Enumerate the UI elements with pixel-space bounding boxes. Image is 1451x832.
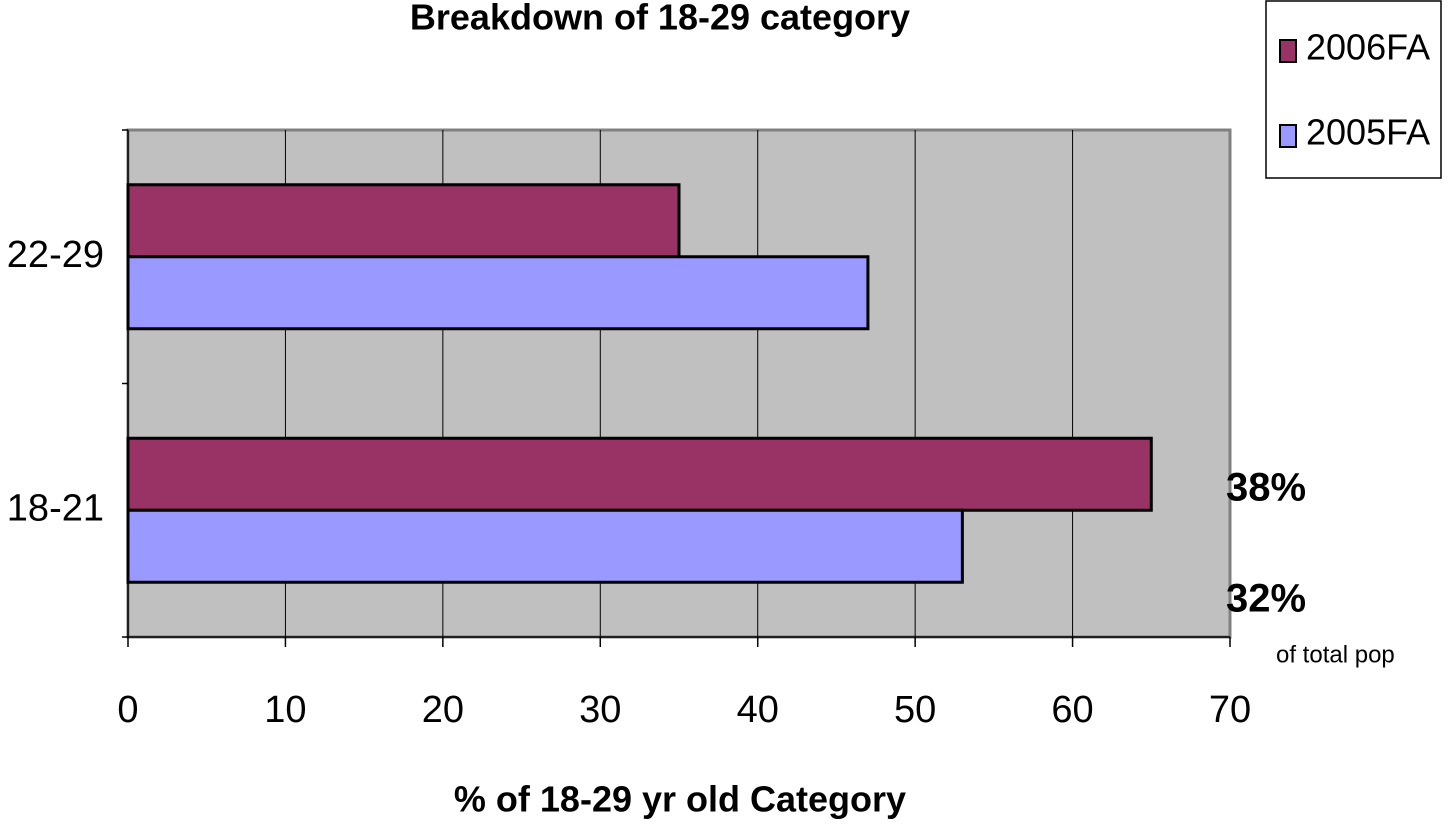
x-tick-label: 20: [422, 689, 464, 731]
annotation: 32%: [1226, 577, 1306, 621]
x-tick-label: 60: [1051, 689, 1093, 731]
legend-box: [1265, 0, 1442, 179]
chart-title: Breakdown of 18-29 category: [410, 0, 910, 38]
y-tick-label: 22-29: [7, 234, 104, 276]
x-tick-label: 10: [264, 689, 306, 731]
x-tick-label: 40: [737, 689, 779, 731]
bar: [126, 508, 964, 584]
bar: [126, 436, 1153, 512]
x-tick-label: 50: [894, 689, 936, 731]
annotation: 38%: [1226, 466, 1306, 510]
legend-label: 2006FA: [1306, 27, 1430, 68]
x-tick-label: 0: [117, 689, 138, 731]
bar: [126, 255, 870, 331]
bar: [126, 183, 681, 259]
legend-label: 2005FA: [1306, 112, 1430, 153]
x-tick-label: 70: [1209, 689, 1251, 731]
y-tick-label: 18-21: [7, 487, 104, 529]
annotation: of total pop: [1276, 641, 1395, 668]
x-axis-label: % of 18-29 yr old Category: [454, 779, 906, 820]
legend-swatch: [1279, 124, 1297, 148]
x-tick-label: 30: [579, 689, 621, 731]
legend-swatch: [1279, 39, 1297, 63]
